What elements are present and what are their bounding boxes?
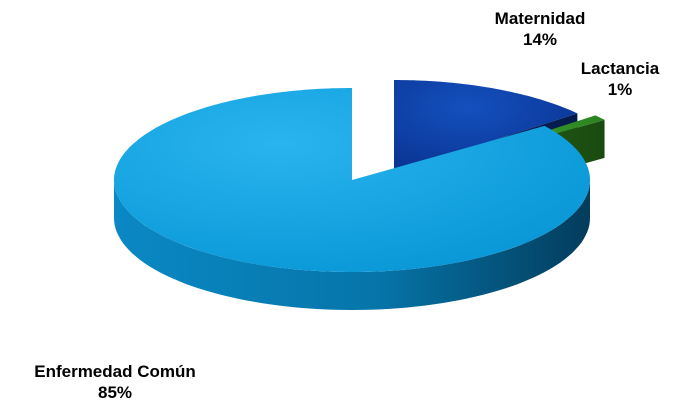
slice-value-text: 1% <box>607 80 633 99</box>
pie-top-maternidad <box>394 80 578 172</box>
slice-label-enfermedad-comun: Enfermedad Común 85% <box>10 361 220 403</box>
pie-top-enfermedad-comun <box>114 88 590 272</box>
pie-side-enfermedad-comun <box>114 180 590 310</box>
slice-value-text: 85% <box>97 383 133 402</box>
slice-label-text: Maternidad <box>494 9 586 28</box>
slice-value-text: 14% <box>522 30 558 49</box>
slice-label-maternidad: Maternidad 14% <box>470 8 610 50</box>
slice-label-lactancia: Lactancia 1% <box>570 58 670 100</box>
slice-label-text: Enfermedad Común <box>34 362 196 381</box>
pie-slice-enfermedad-comun <box>114 88 590 310</box>
slice-label-text: Lactancia <box>580 59 660 78</box>
